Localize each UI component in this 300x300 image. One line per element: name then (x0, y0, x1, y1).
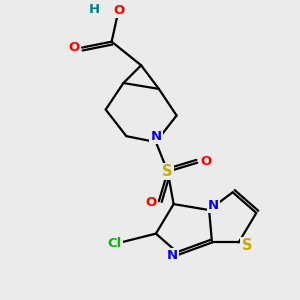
Text: O: O (145, 196, 156, 209)
Text: S: S (163, 164, 173, 179)
Text: S: S (242, 238, 252, 253)
Text: H: H (88, 3, 99, 16)
Text: O: O (200, 155, 211, 168)
Text: N: N (167, 249, 178, 262)
Text: O: O (68, 41, 80, 54)
Text: N: N (208, 199, 219, 212)
Text: O: O (113, 4, 124, 17)
Text: Cl: Cl (107, 238, 122, 250)
Text: N: N (150, 130, 161, 143)
